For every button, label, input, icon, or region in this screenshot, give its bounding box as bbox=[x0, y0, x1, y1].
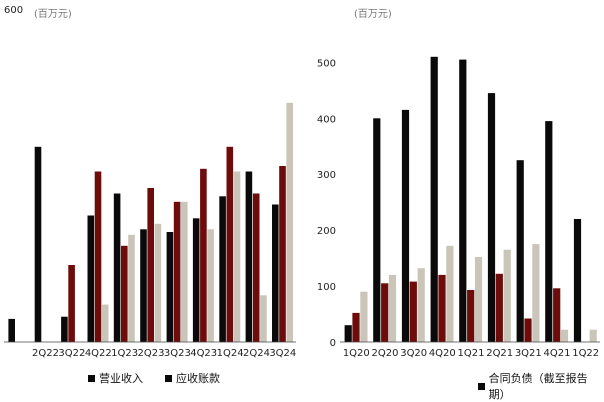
legend-right: 合同负债（截至报告期） bbox=[478, 370, 604, 402]
left-bar-s0-2Q22 bbox=[34, 146, 42, 343]
left-bar-s2-1Q23 bbox=[128, 234, 135, 343]
right-bar-s1-2Q21 bbox=[495, 273, 503, 342]
right-bar-s2-4Q21 bbox=[560, 329, 569, 342]
left-xtick-4Q23: 4Q23 bbox=[190, 348, 217, 359]
right-xtick-2Q20: 2Q20 bbox=[372, 348, 399, 359]
right-bar-s2-1Q22 bbox=[589, 329, 597, 342]
left-xtick-2Q22: 2Q22 bbox=[32, 348, 59, 359]
right-xtick-1Q21: 1Q21 bbox=[458, 348, 485, 359]
legend-label-receivables: 应收账款 bbox=[176, 372, 220, 385]
left-bar-s0-4Q22 bbox=[87, 215, 95, 342]
legend-left: 营业收入 应收账款 bbox=[88, 370, 220, 386]
right-bar-s0-2Q20 bbox=[373, 118, 381, 342]
right-bar-s1-1Q20 bbox=[352, 312, 360, 342]
left-unit-label: (百万元) bbox=[34, 8, 72, 20]
right-ytick-3: 300 bbox=[317, 170, 336, 181]
right-xtick-3Q20: 3Q20 bbox=[400, 348, 427, 359]
right-bar-s2-1Q20 bbox=[360, 291, 368, 342]
left-bar-s1-3Q23 bbox=[173, 201, 181, 343]
left-bar-s1-2Q24 bbox=[252, 193, 260, 342]
right-ytick-4: 400 bbox=[317, 114, 336, 125]
left-bar-s1-3Q24 bbox=[279, 166, 286, 342]
left-bar-s2-4Q23 bbox=[207, 229, 214, 343]
right-bar-s1-4Q20 bbox=[438, 274, 446, 342]
left-xtick-2Q23: 2Q23 bbox=[138, 348, 165, 359]
right-bar-s0-1Q21 bbox=[459, 59, 467, 342]
left-bar-s0-3Q22 bbox=[61, 316, 68, 342]
legend-label-contract-liabilities: 合同负债（截至报告期） bbox=[488, 372, 588, 401]
left-bar-s2-3Q24 bbox=[286, 102, 293, 343]
left-bar-s2-1Q24 bbox=[233, 171, 241, 342]
left-bar-s0-3Q23 bbox=[166, 232, 174, 342]
right-bar-s0-3Q20 bbox=[401, 109, 410, 343]
right-bar-s0-4Q20 bbox=[430, 56, 438, 343]
right-bar-s1-4Q21 bbox=[553, 288, 561, 342]
legend-swatch-revenue bbox=[88, 374, 95, 382]
right-bar-s2-2Q20 bbox=[388, 274, 397, 342]
left-xtick-4Q22: 4Q22 bbox=[85, 348, 112, 359]
right-bar-s1-1Q21 bbox=[467, 290, 475, 342]
right-bar-s0-1Q22 bbox=[573, 219, 582, 342]
right-bar-s0-1Q20 bbox=[344, 325, 352, 342]
left-bar-s0-1Q23 bbox=[113, 193, 121, 342]
legend-label-revenue: 营业收入 bbox=[99, 372, 143, 385]
right-xtick-1Q22: 1Q22 bbox=[572, 348, 599, 359]
right-bar-s1-3Q21 bbox=[524, 318, 532, 342]
right-bar-s2-3Q20 bbox=[417, 268, 425, 342]
left-bar-s1-3Q22 bbox=[68, 265, 75, 342]
left-xtick-1Q24: 1Q24 bbox=[217, 348, 244, 359]
right-xtick-2Q21: 2Q21 bbox=[486, 348, 513, 359]
left-bar-s1-2Q23 bbox=[147, 188, 154, 342]
left-bar-s2-2Q23 bbox=[154, 223, 162, 343]
right-bar-s0-3Q21 bbox=[516, 160, 524, 342]
right-xtick-4Q20: 4Q20 bbox=[429, 348, 456, 359]
left-bar-s0-1Q22 bbox=[8, 318, 15, 342]
left-bar-s0-3Q24 bbox=[272, 204, 279, 342]
right-bar-s0-2Q21 bbox=[487, 93, 496, 342]
legend-swatch-receivables bbox=[165, 374, 172, 382]
right-bar-s1-3Q20 bbox=[409, 281, 417, 342]
left-bar-s1-1Q23 bbox=[121, 245, 128, 343]
right-ytick-1: 100 bbox=[317, 282, 336, 293]
right-ytick-5: 500 bbox=[317, 58, 336, 69]
left-bar-s1-4Q22 bbox=[94, 171, 102, 342]
left-bar-s1-4Q23 bbox=[200, 168, 207, 343]
left-xtick-1Q23: 1Q23 bbox=[111, 348, 138, 359]
legend-swatch-contract-liabilities bbox=[478, 382, 485, 390]
right-xtick-4Q21: 4Q21 bbox=[544, 348, 571, 359]
left-xtick-2Q24: 2Q24 bbox=[243, 348, 270, 359]
chart-left: (百万元) 600 2Q22 3Q22 4Q22 1Q23 2Q23 3Q23 4Q23 1Q24… bbox=[4, 5, 296, 359]
left-bar-s1-1Q24 bbox=[226, 146, 234, 343]
right-bar-s1-2Q20 bbox=[381, 283, 389, 342]
left-bar-s2-2Q24 bbox=[260, 295, 267, 343]
left-xtick-3Q22: 3Q22 bbox=[58, 348, 85, 359]
left-bar-s2-4Q22 bbox=[101, 304, 109, 342]
right-bar-s0-4Q21 bbox=[545, 121, 553, 342]
right-bar-s2-1Q21 bbox=[474, 257, 483, 342]
left-bar-s0-4Q23 bbox=[192, 218, 200, 343]
right-xtick-1Q20: 1Q20 bbox=[343, 348, 370, 359]
left-bar-s0-1Q24 bbox=[219, 196, 226, 343]
left-xtick-3Q24: 3Q24 bbox=[269, 348, 296, 359]
left-bar-s0-2Q23 bbox=[140, 229, 147, 343]
right-bar-s2-2Q21 bbox=[503, 249, 511, 342]
right-ytick-2: 200 bbox=[317, 226, 336, 237]
right-bar-s2-4Q20 bbox=[446, 245, 454, 342]
left-xtick-3Q23: 3Q23 bbox=[164, 348, 191, 359]
right-bar-s2-3Q21 bbox=[532, 244, 540, 342]
right-unit-label: (百万元) bbox=[354, 8, 392, 20]
right-ytick-0: 0 bbox=[330, 338, 336, 349]
left-ytick-top: 600 bbox=[4, 5, 23, 16]
left-bar-s0-2Q24 bbox=[245, 171, 253, 342]
left-bar-s2-3Q23 bbox=[181, 201, 188, 343]
right-xtick-3Q21: 3Q21 bbox=[515, 348, 542, 359]
